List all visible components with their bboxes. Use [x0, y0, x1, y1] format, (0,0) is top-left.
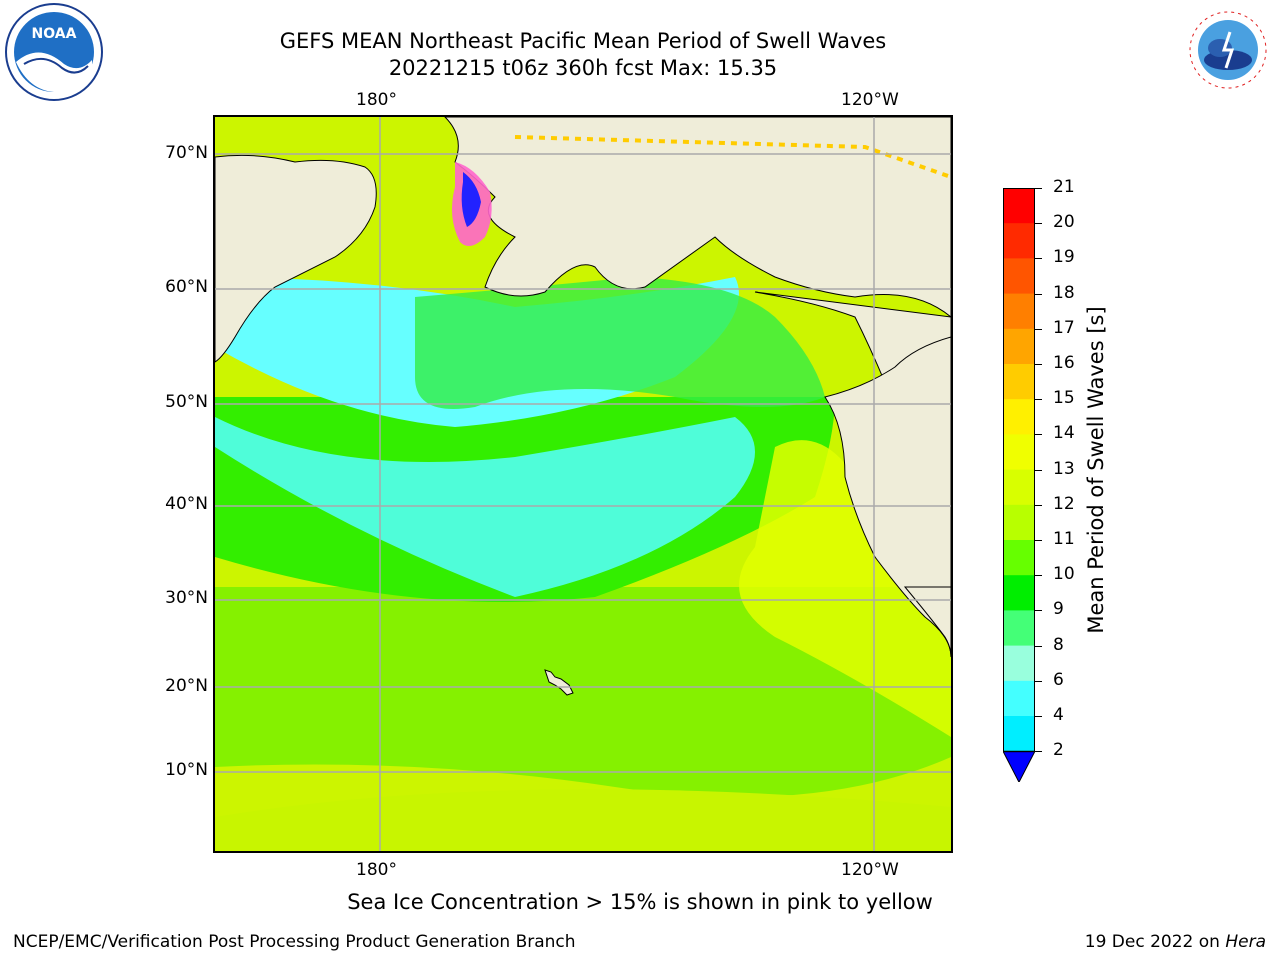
footer-credit: NCEP/EMC/Verification Post Processing Pr…	[13, 932, 576, 952]
colorbar-tick-mark	[1035, 540, 1042, 541]
period-band-gulf-of-alaska	[415, 277, 825, 409]
lon-label-top-120w: 120°W	[841, 90, 899, 110]
colorbar-tick-mark	[1035, 716, 1042, 717]
sea-ice-note: Sea Ice Concentration > 15% is shown in …	[347, 890, 933, 914]
colorbar-tick-label: 14	[1053, 423, 1075, 444]
land-us-west-coast	[824, 336, 952, 658]
colorbar-tick-label: 9	[1053, 599, 1064, 620]
land-baja	[903, 586, 952, 658]
map-panel	[213, 115, 953, 853]
lat-label-30n: 30°N	[165, 588, 208, 608]
colorbar-tick-label: 10	[1053, 564, 1075, 585]
chart-title: GEFS MEAN Northeast Pacific Mean Period …	[279, 29, 887, 53]
colorbar-segment	[1003, 258, 1035, 295]
noaa-logo: NOAA	[4, 2, 104, 102]
colorbar-tick-label: 16	[1053, 353, 1075, 373]
colorbar-tick-label: 19	[1053, 247, 1075, 268]
colorbar-tick-label: 13	[1053, 458, 1075, 479]
sea-ice-arctic-edge	[514, 135, 952, 179]
colorbar-segment	[1003, 575, 1035, 611]
colorbar-tick-label: 8	[1053, 634, 1064, 655]
colorbar-segment	[1003, 504, 1035, 541]
swell-period-map	[214, 116, 952, 851]
colorbar-tick-mark	[1035, 751, 1042, 753]
colorbar-tick-label: 2	[1053, 740, 1064, 761]
colorbar-tick-mark	[1035, 575, 1042, 577]
colorbar-tick-mark	[1035, 645, 1042, 647]
colorbar-tick-mark	[1035, 293, 1042, 295]
footer-date: 19 Dec 2022 on Hera	[1085, 932, 1266, 952]
colorbar	[1002, 188, 1036, 784]
colorbar-segment	[1003, 716, 1035, 752]
colorbar-segment	[1003, 680, 1035, 717]
colorbar-tick-mark	[1035, 223, 1042, 225]
period-band-10-12	[215, 587, 951, 797]
colorbar-tick-label: 15	[1053, 388, 1075, 409]
colorbar-tick-mark	[1035, 434, 1042, 436]
colorbar-tick-label: 4	[1053, 705, 1064, 725]
nws-logo	[1178, 2, 1278, 98]
colorbar-tick-mark	[1035, 258, 1042, 260]
lon-label-top-180: 180°	[356, 90, 397, 110]
lat-label-70n: 70°N	[165, 143, 208, 163]
colorbar-segment	[1003, 399, 1035, 435]
colorbar-segment	[1003, 293, 1035, 330]
land-chukotka	[214, 154, 377, 363]
colorbar-tick-mark	[1035, 364, 1042, 365]
lat-label-10n: 10°N	[165, 760, 208, 780]
colorbar-graphic	[1002, 188, 1036, 784]
lat-label-20n: 20°N	[165, 676, 208, 696]
colorbar-outline	[1003, 188, 1035, 753]
colorbar-segment	[1003, 469, 1035, 506]
colorbar-segment	[1003, 328, 1035, 365]
colorbar-tick-mark	[1035, 680, 1042, 682]
colorbar-tick-label: 20	[1053, 212, 1075, 233]
period-band-7-9-central	[215, 417, 755, 597]
colorbar-tick-label: 11	[1053, 529, 1075, 549]
colorbar-tick-label: 18	[1053, 282, 1075, 303]
sea-ice-core	[461, 172, 481, 227]
colorbar-extend-triangle	[1002, 750, 1036, 784]
colorbar-segment	[1003, 540, 1035, 576]
lat-label-50n: 50°N	[165, 392, 208, 412]
colorbar-tick-label: 21	[1053, 177, 1075, 197]
colorbar-tick-mark	[1035, 328, 1042, 330]
colorbar-tick-mark	[1035, 188, 1042, 189]
lon-label-bottom-120w: 120°W	[841, 860, 899, 880]
svg-text:NOAA: NOAA	[32, 26, 77, 42]
colorbar-tick-label: 6	[1053, 669, 1064, 690]
colorbar-segment	[1003, 610, 1035, 647]
colorbar-segment	[1003, 364, 1035, 400]
colorbar-tick-mark	[1035, 610, 1042, 612]
chart-subtitle: 20221215 t06z 360h fcst Max: 15.35	[388, 56, 778, 80]
colorbar-tick-mark	[1035, 469, 1042, 471]
lat-label-40n: 40°N	[165, 494, 208, 514]
lat-label-60n: 60°N	[165, 277, 208, 297]
footer-date-text: 19 Dec 2022 on	[1084, 932, 1226, 952]
land-hawaii	[544, 669, 574, 696]
period-band-13-south	[215, 789, 951, 851]
colorbar-segment	[1003, 223, 1035, 259]
footer-host: Hera	[1225, 932, 1266, 952]
colorbar-tick-label: 12	[1053, 493, 1075, 514]
lon-label-bottom-180: 180°	[356, 860, 397, 880]
land-alaska	[443, 116, 952, 319]
period-band-13-15-east	[739, 440, 951, 737]
colorbar-label: Mean Period of Swell Waves [s]	[1084, 306, 1108, 634]
graticule	[215, 117, 951, 851]
colorbar-tick-label: 17	[1053, 317, 1075, 338]
colorbar-tick-mark	[1035, 399, 1042, 401]
colorbar-tick-mark	[1035, 504, 1042, 506]
colorbar-segment	[1003, 188, 1035, 224]
colorbar-segment	[1003, 434, 1035, 471]
colorbar-segment	[1003, 645, 1035, 682]
